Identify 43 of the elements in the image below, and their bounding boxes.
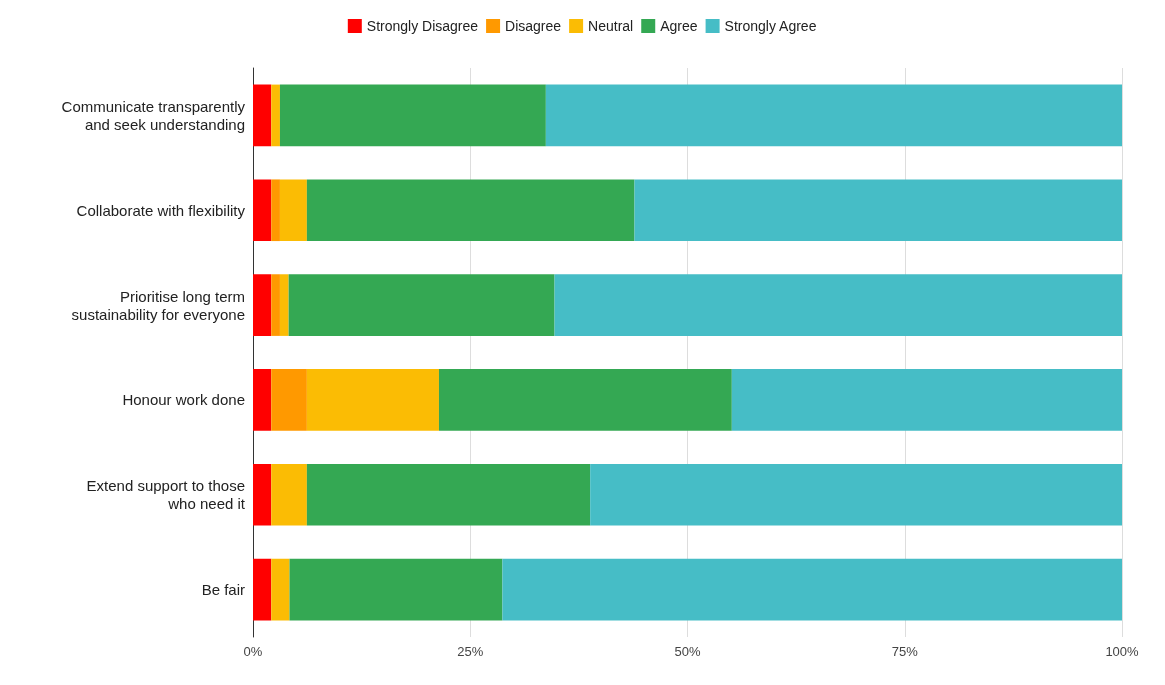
bar xyxy=(271,369,307,431)
bar xyxy=(590,463,1122,526)
x-tick-label: 0% xyxy=(243,644,263,659)
y-tick-label: Prioritise long term sustainability for everyone xyxy=(71,287,245,323)
bar xyxy=(253,558,272,621)
bar xyxy=(253,369,272,431)
legend-label: Strongly Disagree xyxy=(366,18,479,34)
bar xyxy=(253,179,272,242)
bar xyxy=(438,369,732,431)
bar xyxy=(271,463,307,526)
bar xyxy=(634,179,1122,242)
bar xyxy=(289,558,503,621)
bar xyxy=(731,369,1122,431)
bar xyxy=(306,463,591,526)
bar xyxy=(271,274,280,336)
bar xyxy=(545,84,1122,147)
y-tick-label: Collaborate with flexibility xyxy=(76,201,246,219)
bar xyxy=(271,179,280,242)
x-tick-label: 25% xyxy=(457,644,484,659)
bar xyxy=(253,463,272,526)
x-tick-label: 50% xyxy=(674,644,701,659)
y-tick-label: Communicate transparently and seek understanding xyxy=(61,97,246,133)
bar xyxy=(279,274,289,336)
legend-label: Neutral xyxy=(588,18,634,34)
bar xyxy=(253,84,272,147)
legend-label: Strongly Agree xyxy=(724,18,817,34)
bar xyxy=(271,84,280,147)
y-tick-label: Be fair xyxy=(201,581,245,599)
y-tick-label: Honour work done xyxy=(122,391,245,409)
bar xyxy=(279,179,307,242)
legend-label: Disagree xyxy=(505,18,562,34)
bar xyxy=(288,274,555,336)
x-tick-label: 100% xyxy=(1105,644,1140,659)
bar xyxy=(502,558,1122,621)
bar xyxy=(554,274,1122,336)
legend-label: Agree xyxy=(660,18,698,34)
bar xyxy=(271,558,290,621)
y-tick-label: Extend support to those who need it xyxy=(86,477,246,513)
bar xyxy=(253,274,272,336)
bar xyxy=(279,84,546,147)
x-tick-label: 75% xyxy=(891,644,919,659)
bar xyxy=(306,369,439,431)
bar xyxy=(306,179,635,242)
